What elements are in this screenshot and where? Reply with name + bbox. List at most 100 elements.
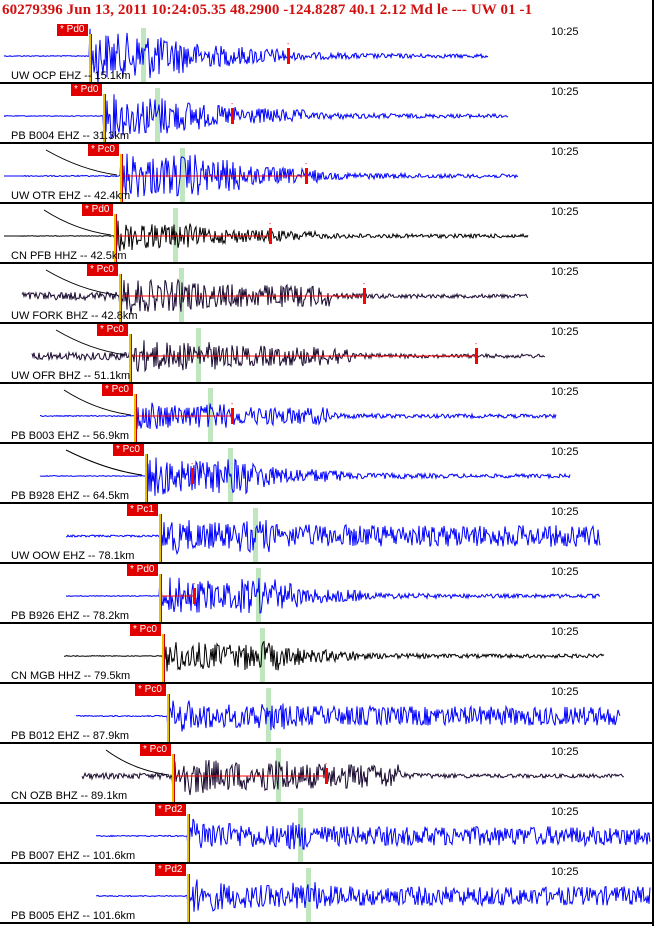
time-label: 10:25 <box>551 566 579 578</box>
trace-panel[interactable]: - * Pc0 10:25 PB B003 EHZ -- 56.9km <box>0 384 654 444</box>
p-pick-edge <box>147 454 148 504</box>
pick-label[interactable]: * Pc0 <box>97 324 128 336</box>
envelope-curve <box>55 329 127 356</box>
trace-panel[interactable]: * Pc0 10:25 PB B012 EHZ -- 87.9km <box>0 684 654 744</box>
p-pick-line[interactable] <box>129 334 131 384</box>
station-label: PB B007 EHZ -- 101.6km <box>11 850 136 862</box>
trace-panel[interactable]: - * Pc0 10:25 CN OZB BHZ -- 89.1km <box>0 744 654 804</box>
coda-marker <box>269 228 272 244</box>
waveform-line <box>19 220 529 252</box>
time-label: 10:25 <box>551 326 579 338</box>
panel-divider <box>0 862 654 864</box>
event-header: 60279396 Jun 13, 2011 10:24:05.35 48.290… <box>0 0 654 24</box>
pick-label[interactable]: * Pc0 <box>87 264 118 276</box>
station-label: PB B926 EHZ -- 78.2km <box>11 610 129 622</box>
s-phase-marker[interactable] <box>155 88 160 144</box>
p-pick-line[interactable] <box>120 154 122 204</box>
p-pick-edge <box>105 94 106 144</box>
p-pick-line[interactable] <box>172 754 174 804</box>
pick-label[interactable]: * Pd0 <box>71 84 103 96</box>
coda-marker <box>191 468 194 484</box>
p-pick-line[interactable] <box>89 34 91 84</box>
coda-marker <box>193 588 196 604</box>
time-label: 10:25 <box>551 686 579 698</box>
time-label: 10:25 <box>551 746 579 758</box>
station-label: PB B005 EHZ -- 101.6km <box>11 910 136 922</box>
panel-divider <box>0 142 654 144</box>
p-pick-edge <box>161 514 162 564</box>
waveform-line <box>22 153 519 198</box>
station-label: PB B928 EHZ -- 64.5km <box>11 490 129 502</box>
p-pick-line[interactable] <box>162 634 164 684</box>
trace-panel[interactable]: - * Pc0 10:25 UW FORK BHZ -- 42.8km <box>0 264 654 324</box>
seismogram-trace: - <box>39 389 557 430</box>
time-label: 10:25 <box>551 26 579 38</box>
envelope-curve <box>45 149 118 176</box>
trace-panel[interactable]: * Pd2 10:25 PB B007 EHZ -- 101.6km <box>0 804 654 864</box>
svg-text:-: - <box>305 161 308 168</box>
pick-label[interactable]: * Pc0 <box>88 144 119 156</box>
trace-panel[interactable]: - * Pc0 10:25 PB B928 EHZ -- 64.5km <box>0 444 654 504</box>
p-pick-edge <box>161 574 162 624</box>
s-phase-marker[interactable] <box>260 628 265 684</box>
p-pick-edge <box>122 154 123 204</box>
station-label: UW OCP EHZ -- 15.1km <box>11 70 131 82</box>
trace-panel[interactable]: - * Pd0 10:25 PB B926 EHZ -- 78.2km <box>0 564 654 624</box>
pick-label[interactable]: * Pc0 <box>102 384 133 396</box>
waveform-line <box>65 576 600 614</box>
p-pick-line[interactable] <box>119 274 121 324</box>
seismogram-trace: - <box>3 28 489 83</box>
svg-text:-: - <box>363 281 366 288</box>
pick-label[interactable]: * Pc0 <box>130 624 161 636</box>
station-label: CN MGB HHZ -- 79.5km <box>11 670 131 682</box>
pick-label[interactable]: * Pd0 <box>127 564 159 576</box>
pick-label[interactable]: * Pc1 <box>127 504 158 516</box>
trace-panel[interactable]: - * Pd0 10:25 UW OCP EHZ -- 15.1km <box>0 24 654 84</box>
envelope-curve <box>43 209 112 236</box>
svg-text:-: - <box>191 461 194 468</box>
coda-marker <box>475 348 478 364</box>
trace-panel[interactable]: - * Pd0 10:25 PB B004 EHZ -- 31.3km <box>0 84 654 144</box>
p-pick-line[interactable] <box>103 94 105 144</box>
p-pick-line[interactable] <box>145 454 147 504</box>
svg-text:-: - <box>269 221 272 228</box>
seismogram-trace: - <box>21 269 529 315</box>
p-pick-line[interactable] <box>134 394 136 444</box>
panel-divider <box>0 502 654 504</box>
p-pick-line[interactable] <box>187 874 189 924</box>
panel-divider <box>0 442 654 444</box>
pick-label[interactable]: * Pc0 <box>113 444 144 456</box>
pick-label[interactable]: * Pd0 <box>57 24 89 36</box>
pick-label[interactable]: * Pc0 <box>135 684 166 696</box>
s-phase-marker[interactable] <box>298 808 303 864</box>
pick-label[interactable]: * Pc0 <box>140 744 171 756</box>
time-label: 10:25 <box>551 146 579 158</box>
pick-label[interactable]: * Pd2 <box>155 864 187 876</box>
station-label: UW FORK BHZ -- 42.8km <box>11 310 138 322</box>
trace-panel[interactable]: * Pd2 10:25 PB B005 EHZ -- 101.6km <box>0 864 654 924</box>
p-pick-line[interactable] <box>187 814 189 864</box>
p-pick-edge <box>169 694 170 744</box>
p-pick-line[interactable] <box>159 514 161 564</box>
trace-panel[interactable]: - * Pd0 10:25 CN PFB HHZ -- 42.5km <box>0 204 654 264</box>
seismogram-trace: - <box>65 576 600 614</box>
trace-panel[interactable]: - * Pc0 10:25 UW OTR EHZ -- 42.4km <box>0 144 654 204</box>
svg-text:-: - <box>231 401 234 408</box>
right-border <box>652 0 654 926</box>
pick-label[interactable]: * Pd0 <box>82 204 114 216</box>
panel-divider <box>0 382 654 384</box>
pick-label[interactable]: * Pd2 <box>155 804 187 816</box>
p-pick-edge <box>189 874 190 924</box>
seismogram-trace: - <box>3 94 509 140</box>
p-pick-line[interactable] <box>167 694 169 744</box>
station-label: PB B003 EHZ -- 56.9km <box>11 430 129 442</box>
p-pick-line[interactable] <box>114 214 116 264</box>
trace-panel[interactable]: * Pc0 10:25 CN MGB HHZ -- 79.5km <box>0 624 654 684</box>
p-pick-edge <box>136 394 137 444</box>
trace-panel[interactable]: * Pc1 10:25 UW OOW EHZ -- 78.1km <box>0 504 654 564</box>
s-phase-marker[interactable] <box>256 568 261 624</box>
p-pick-line[interactable] <box>159 574 161 624</box>
seismogram-trace: - <box>31 329 546 373</box>
trace-panel[interactable]: - * Pc0 10:25 UW OFR BHZ -- 51.1km <box>0 324 654 384</box>
panel-divider <box>0 742 654 744</box>
